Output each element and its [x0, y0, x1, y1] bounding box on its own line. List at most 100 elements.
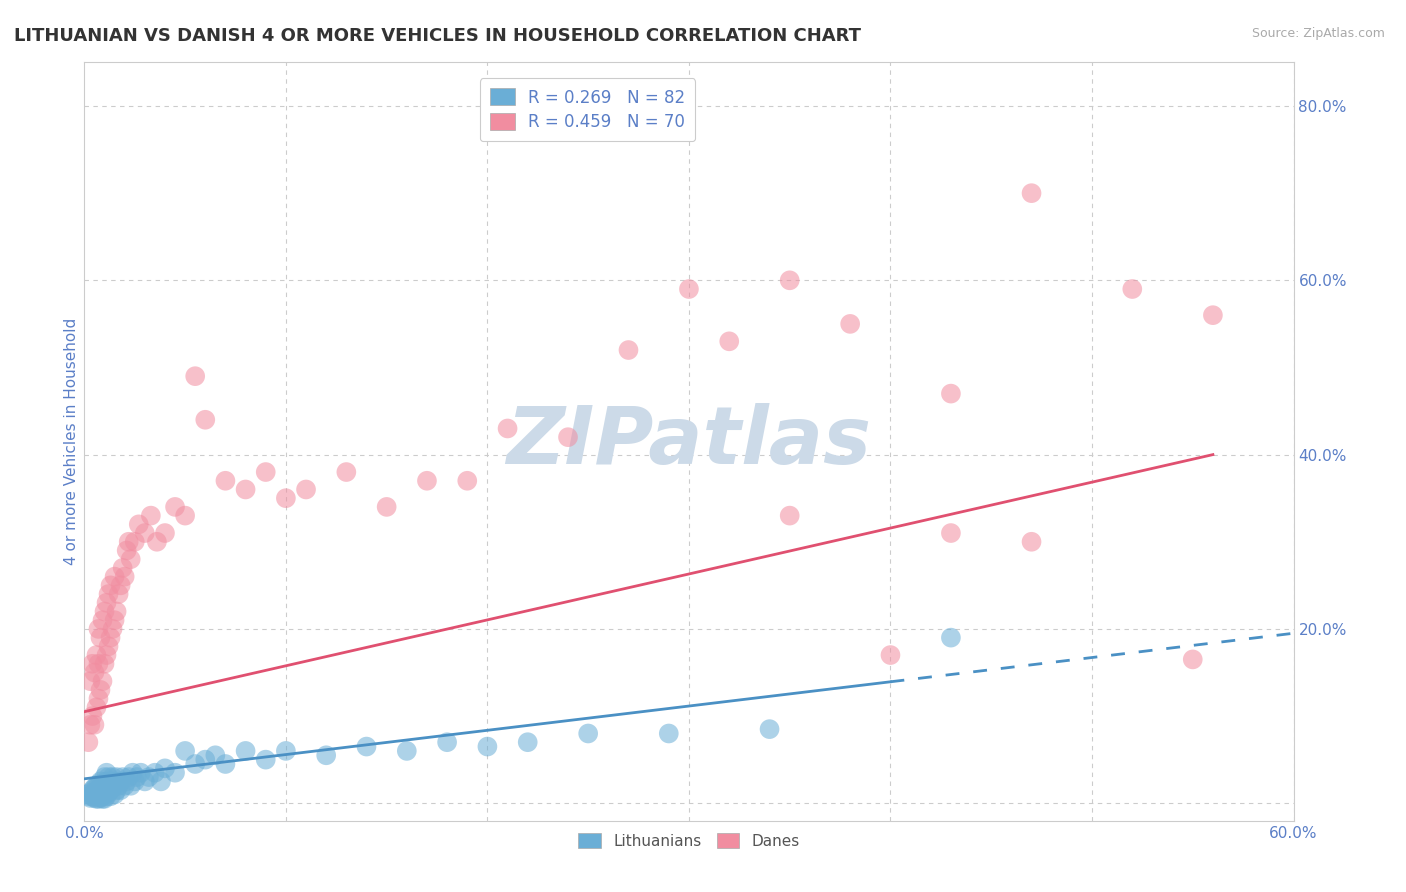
Point: [87, 792, 110, 806]
Point: [557, 430, 579, 444]
Point: [87, 691, 110, 706]
Point: [839, 317, 862, 331]
Point: [274, 491, 297, 506]
Point: [617, 343, 640, 357]
Point: [79, 718, 101, 732]
Point: [83, 780, 105, 795]
Point: [356, 739, 378, 754]
Point: [1021, 534, 1043, 549]
Point: [110, 578, 132, 592]
Point: [111, 770, 134, 784]
Point: [120, 779, 142, 793]
Point: [114, 569, 136, 583]
Point: [678, 282, 700, 296]
Point: [77, 789, 100, 804]
Point: [91, 782, 114, 797]
Point: [86, 700, 108, 714]
Point: [149, 774, 172, 789]
Point: [477, 739, 499, 754]
Point: [235, 744, 257, 758]
Point: [121, 765, 143, 780]
Point: [165, 500, 187, 514]
Point: [129, 765, 152, 780]
Point: [114, 779, 136, 793]
Point: [184, 756, 207, 771]
Point: [153, 761, 176, 775]
Point: [83, 718, 105, 732]
Point: [165, 765, 187, 780]
Point: [111, 561, 134, 575]
Point: [124, 534, 146, 549]
Point: [718, 334, 741, 349]
Point: [104, 774, 127, 789]
Point: [134, 774, 156, 789]
Point: [254, 465, 277, 479]
Point: [91, 777, 114, 791]
Point: [96, 774, 118, 789]
Point: [100, 774, 122, 789]
Point: [79, 791, 101, 805]
Point: [134, 526, 156, 541]
Point: [82, 709, 104, 723]
Point: [101, 770, 124, 784]
Point: [97, 770, 120, 784]
Point: [107, 587, 129, 601]
Point: [79, 674, 101, 689]
Point: [174, 744, 197, 758]
Point: [86, 792, 108, 806]
Point: [118, 770, 141, 784]
Point: [97, 640, 120, 654]
Point: [93, 792, 115, 806]
Legend: Lithuanians, Danes: Lithuanians, Danes: [572, 827, 806, 855]
Y-axis label: 4 or more Vehicles in Household: 4 or more Vehicles in Household: [63, 318, 79, 566]
Point: [91, 674, 114, 689]
Point: [87, 777, 110, 791]
Point: [496, 421, 519, 435]
Point: [1202, 308, 1225, 322]
Point: [89, 631, 111, 645]
Point: [104, 613, 127, 627]
Point: [139, 508, 162, 523]
Point: [105, 605, 128, 619]
Point: [375, 500, 398, 514]
Point: [93, 788, 115, 802]
Point: [110, 783, 132, 797]
Point: [100, 631, 122, 645]
Point: [416, 474, 439, 488]
Point: [576, 726, 599, 740]
Point: [97, 587, 120, 601]
Point: [107, 779, 129, 793]
Point: [879, 648, 901, 662]
Point: [125, 770, 148, 784]
Point: [939, 386, 962, 401]
Point: [779, 508, 801, 523]
Point: [87, 657, 110, 671]
Point: [87, 789, 110, 804]
Point: [91, 613, 114, 627]
Point: [83, 665, 105, 680]
Point: [153, 526, 176, 541]
Point: [204, 748, 226, 763]
Point: [93, 783, 115, 797]
Point: [516, 735, 538, 749]
Point: [315, 748, 337, 763]
Point: [235, 483, 257, 497]
Point: [86, 648, 108, 662]
Point: [658, 726, 681, 740]
Point: [89, 682, 111, 697]
Point: [93, 770, 115, 784]
Point: [138, 770, 160, 784]
Text: LITHUANIAN VS DANISH 4 OR MORE VEHICLES IN HOUSEHOLD CORRELATION CHART: LITHUANIAN VS DANISH 4 OR MORE VEHICLES …: [14, 27, 860, 45]
Point: [104, 569, 127, 583]
Point: [93, 605, 115, 619]
Point: [295, 483, 318, 497]
Point: [174, 508, 197, 523]
Point: [758, 722, 780, 736]
Point: [96, 765, 118, 780]
Point: [105, 783, 128, 797]
Point: [89, 774, 111, 789]
Point: [101, 780, 124, 795]
Point: [75, 788, 97, 802]
Point: [83, 786, 105, 800]
Point: [86, 779, 108, 793]
